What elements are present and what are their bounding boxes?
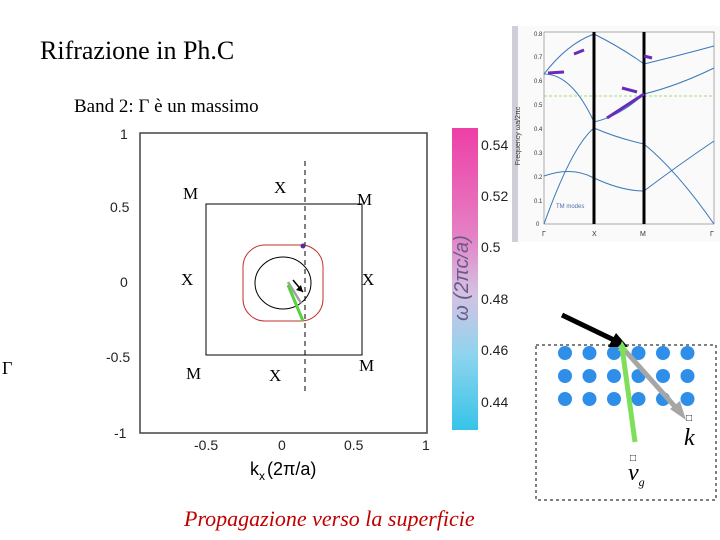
contour-black	[254, 256, 312, 310]
x-tick-neg0.5: -0.5	[194, 437, 218, 453]
x-tick-0.5: 0.5	[344, 437, 364, 453]
slide-title: Rifrazione in Ph.C	[40, 36, 235, 65]
lattice-dot	[631, 346, 646, 360]
plot-frame	[139, 132, 428, 434]
purple-seg-4	[621, 86, 638, 94]
svg-text:0.2: 0.2	[534, 175, 543, 181]
x-tick-1: 1	[422, 437, 430, 453]
band-2	[543, 67, 715, 123]
lattice-dot	[680, 346, 695, 360]
label-m-br: M	[359, 356, 374, 375]
band-xtick-m: M	[640, 231, 646, 238]
y-tick-neg0.5: -0.5	[106, 349, 130, 365]
svg-text:0.3: 0.3	[534, 151, 543, 157]
lattice-dot	[607, 392, 621, 406]
lattice-dot	[656, 346, 670, 360]
purple-seg-5	[643, 54, 653, 60]
vg-label-mark: □	[630, 453, 636, 464]
cb-tick-0.52: 0.52	[481, 188, 508, 204]
y-tick-1: 1	[120, 126, 128, 142]
x-axis-label: kx (2π/a)	[250, 459, 316, 483]
svg-text:0.1: 0.1	[534, 199, 543, 205]
cb-tick-0.54: 0.54	[481, 137, 508, 153]
band-ylabel: Frequency ωa/2πc	[515, 106, 522, 165]
lattice-dot	[680, 392, 695, 406]
label-m-tl: M	[183, 184, 198, 203]
slide-subtitle: Band 2: Γ è un massimo	[74, 96, 259, 117]
svg-text:0.5: 0.5	[534, 103, 543, 109]
svg-text:0.7: 0.7	[534, 55, 543, 61]
cb-tick-0.48: 0.48	[481, 291, 508, 307]
label-x-right: X	[362, 270, 374, 289]
lattice-dot	[582, 346, 597, 360]
k-label-mark: □	[686, 413, 692, 424]
colorbar: ω (2πc/a) 0.54 0.52 0.5 0.48 0.46 0.44	[451, 128, 508, 430]
y-tick-0: 0	[120, 274, 128, 290]
vg-label: vg	[628, 460, 645, 489]
band-xtick-gamma2: Γ	[710, 231, 714, 238]
band-3	[543, 33, 715, 75]
k-vector-arrow	[618, 343, 680, 412]
lattice-dot	[656, 369, 670, 383]
lattice-dot	[582, 369, 597, 383]
vg-vector-arrow	[619, 346, 638, 443]
lattice-dot	[631, 392, 646, 406]
purple-seg-2	[573, 48, 585, 56]
band-4	[543, 140, 715, 192]
caption: Propagazione verso la superficie	[184, 506, 475, 531]
y-tick-neg1: -1	[114, 425, 127, 441]
cb-tick-0.46: 0.46	[481, 342, 508, 358]
y-tick-0.5: 0.5	[110, 199, 130, 215]
band-1	[543, 127, 715, 225]
svg-text:0.6: 0.6	[534, 79, 543, 85]
label-x-bottom: X	[269, 366, 281, 385]
contour-red	[242, 244, 324, 322]
crystal-refraction-diagram: k □ vg □	[535, 312, 717, 501]
purple-seg-3	[606, 92, 645, 120]
lattice-dot	[558, 369, 572, 383]
colorbar-gradient	[452, 128, 478, 430]
cb-tick-0.44: 0.44	[481, 394, 508, 410]
label-m-bl: M	[186, 364, 201, 383]
band-legend: TM modes	[556, 204, 584, 210]
lattice-dot	[558, 392, 572, 406]
purple-point	[300, 243, 306, 249]
purple-seg-1	[547, 70, 565, 75]
svg-text:0: 0	[536, 222, 540, 228]
incident-arrow	[560, 312, 616, 343]
lattice-dot	[680, 369, 695, 383]
small-green-arrow	[286, 284, 305, 322]
label-x-top: X	[274, 178, 286, 197]
svg-text:0.4: 0.4	[534, 127, 543, 133]
lattice-dot	[607, 369, 621, 383]
gamma-label: Γ	[2, 358, 13, 378]
lattice-dot	[607, 346, 621, 360]
label-x-left: X	[181, 270, 193, 289]
k-label: k	[684, 425, 695, 451]
cb-tick-0.5: 0.5	[481, 239, 501, 255]
x-tick-0: 0	[278, 437, 286, 453]
brillouin-zone	[205, 203, 363, 356]
lattice-dot	[558, 346, 572, 360]
band-xtick-gamma1: Γ	[542, 231, 546, 238]
small-grey-arrow	[286, 281, 303, 304]
colorbar-label: ω (2πc/a)	[451, 235, 473, 321]
label-m-tr: M	[357, 190, 372, 209]
equifrequency-contour-plot: 1 0.5 0 -0.5 -1 -0.5 0 0.5 1 kx (2π/a) M …	[100, 125, 435, 490]
crystal-lattice	[558, 346, 695, 406]
band-structure-diagram: Frequency ωa/2πc 0.8 0.7 0.6 0.5 0.4 0.3…	[512, 26, 720, 242]
band-xtick-x: X	[592, 231, 597, 238]
svg-text:0.8: 0.8	[534, 32, 543, 38]
lattice-dot	[582, 392, 597, 406]
